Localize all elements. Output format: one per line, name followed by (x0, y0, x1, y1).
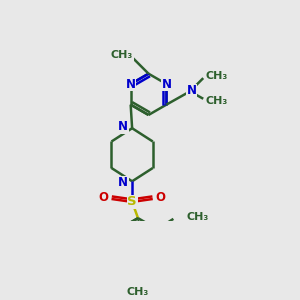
Text: N: N (118, 120, 128, 133)
Text: CH₃: CH₃ (127, 287, 149, 297)
Text: CH₃: CH₃ (111, 50, 133, 60)
Text: N: N (126, 77, 136, 91)
Text: N: N (118, 176, 128, 189)
Text: CH₃: CH₃ (206, 71, 228, 81)
Text: CH₃: CH₃ (187, 212, 209, 222)
Text: N: N (187, 84, 196, 97)
Text: S: S (127, 195, 137, 208)
Text: CH₃: CH₃ (206, 96, 228, 106)
Text: N: N (161, 77, 171, 91)
Text: O: O (98, 191, 108, 204)
Text: O: O (156, 191, 166, 204)
